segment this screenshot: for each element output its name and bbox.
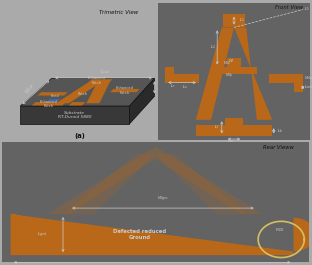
Text: $W_{sub}$: $W_{sub}$ — [22, 80, 37, 96]
Polygon shape — [11, 214, 312, 255]
Text: $L_5$: $L_5$ — [304, 6, 310, 13]
Polygon shape — [110, 89, 140, 92]
Text: $W_b$: $W_b$ — [230, 145, 238, 153]
Text: (a): (a) — [74, 133, 85, 139]
Text: $R_{DG}$: $R_{DG}$ — [275, 226, 285, 233]
Text: $W_s$: $W_s$ — [223, 59, 231, 67]
Bar — [165, 74, 199, 83]
Bar — [225, 118, 243, 136]
Text: $W_f$: $W_f$ — [228, 57, 235, 64]
Text: $L_1$: $L_1$ — [239, 16, 245, 24]
Text: $L_{gnd}$: $L_{gnd}$ — [37, 230, 48, 239]
Polygon shape — [196, 28, 234, 120]
Polygon shape — [20, 78, 154, 106]
Text: $L_{ann}$: $L_{ann}$ — [304, 83, 312, 91]
Polygon shape — [234, 28, 272, 120]
Polygon shape — [86, 82, 110, 103]
Polygon shape — [69, 102, 85, 105]
Text: $L_b$: $L_b$ — [277, 127, 283, 135]
Text: Front View: Front View — [275, 5, 303, 10]
Bar — [165, 67, 174, 74]
Text: $L_2$: $L_2$ — [210, 43, 216, 51]
Polygon shape — [129, 78, 154, 124]
Text: Feed: Feed — [50, 94, 59, 98]
Bar — [294, 83, 303, 92]
Text: $L_r$: $L_r$ — [170, 82, 176, 90]
Text: $W_p$: $W_p$ — [225, 72, 233, 80]
Text: Enhanced
Patch: Enhanced Patch — [115, 86, 133, 95]
Text: $W_{gnc}$: $W_{gnc}$ — [157, 194, 169, 203]
Polygon shape — [88, 79, 112, 83]
Text: Defected reduced
Ground: Defected reduced Ground — [113, 229, 166, 240]
Text: $L_s$: $L_s$ — [182, 83, 188, 91]
Bar — [223, 14, 245, 28]
Polygon shape — [20, 106, 129, 124]
Polygon shape — [155, 154, 247, 214]
Text: Substrate
RT-Duroid 5880: Substrate RT-Duroid 5880 — [58, 111, 92, 119]
Polygon shape — [48, 147, 263, 214]
Bar — [269, 74, 303, 83]
Text: $W_{ann}$: $W_{ann}$ — [304, 75, 312, 82]
Bar — [196, 125, 272, 136]
Bar — [211, 67, 257, 74]
Text: $L_{sub}$: $L_{sub}$ — [100, 67, 110, 76]
Text: $W_f$: $W_f$ — [227, 139, 235, 147]
Text: Enhanced
Patch: Enhanced Patch — [88, 76, 106, 85]
Polygon shape — [56, 82, 102, 103]
Polygon shape — [63, 154, 155, 214]
Text: Enhanced
Patch: Enhanced Patch — [40, 100, 57, 108]
Text: (b): (b) — [228, 152, 240, 158]
Text: h: h — [159, 85, 162, 90]
Polygon shape — [32, 102, 66, 105]
Bar — [227, 58, 241, 67]
Text: Patch: Patch — [77, 92, 87, 96]
Text: Trimetric View: Trimetric View — [99, 10, 138, 15]
Text: $L_f$: $L_f$ — [214, 123, 220, 131]
Polygon shape — [48, 147, 263, 214]
Text: Rear Vieww: Rear Vieww — [263, 145, 294, 151]
Polygon shape — [46, 99, 61, 102]
Polygon shape — [37, 92, 68, 95]
